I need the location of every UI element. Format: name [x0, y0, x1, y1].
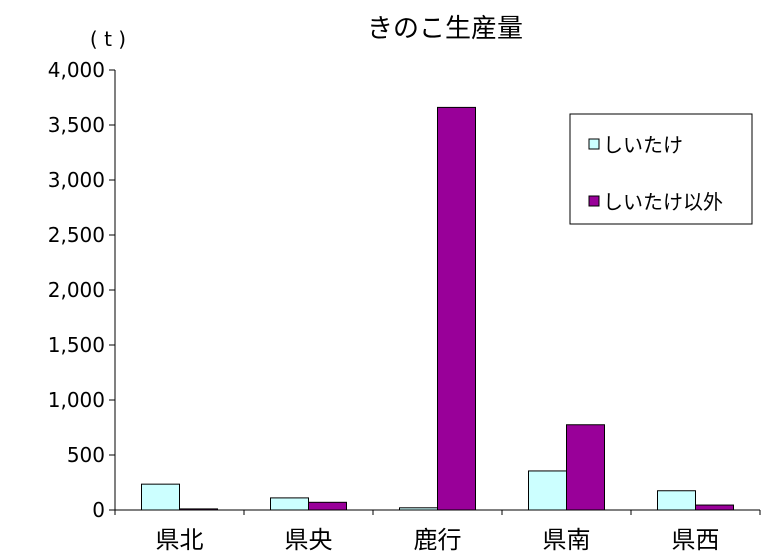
- y-tick-label: 3,000: [48, 168, 105, 192]
- chart-title: きのこ生産量: [367, 14, 523, 44]
- y-tick-label: 0: [92, 498, 105, 522]
- bar-shiitake-1: [270, 497, 309, 511]
- bar-shiitake-0: [141, 483, 180, 511]
- legend-swatch-shiitake: [588, 138, 600, 150]
- y-tick-label: 2,000: [48, 278, 105, 302]
- bar-other-4: [695, 504, 734, 511]
- x-tick-label: 県西: [672, 526, 720, 554]
- legend-label-shiitake: しいたけ: [603, 133, 683, 157]
- bar-other-2: [437, 106, 476, 511]
- y-unit-label: ( t ): [90, 27, 126, 51]
- plot-area: [141, 106, 734, 511]
- legend: しいたけ しいたけ以外: [569, 113, 753, 225]
- y-tick-label: 1,500: [48, 333, 105, 357]
- x-tick-label: 県南: [543, 526, 591, 554]
- y-tick-label: 3,500: [48, 113, 105, 137]
- bar-other-1: [308, 501, 347, 511]
- bar-shiitake-4: [657, 490, 696, 511]
- legend-label-other: しいたけ以外: [603, 190, 723, 214]
- x-tick-label: 県北: [156, 526, 204, 554]
- y-tick-label: 1,000: [48, 388, 105, 412]
- legend-box: [569, 113, 753, 225]
- y-axis: 0 500 1,000 1,500 2,000 2,500 3,000 3,500 4,000: [48, 58, 116, 522]
- bar-shiitake-3: [528, 470, 567, 511]
- x-axis: 県北 県央 鹿行 県南 県西: [114, 509, 761, 554]
- y-tick-label: 4,000: [48, 58, 105, 82]
- y-tick-label: 500: [67, 443, 105, 467]
- x-tick-label: 県央: [285, 526, 333, 554]
- legend-swatch-other: [588, 195, 600, 207]
- y-tick-label: 2,500: [48, 223, 105, 247]
- bar-other-3: [566, 424, 605, 511]
- x-tick-label: 鹿行: [414, 526, 462, 554]
